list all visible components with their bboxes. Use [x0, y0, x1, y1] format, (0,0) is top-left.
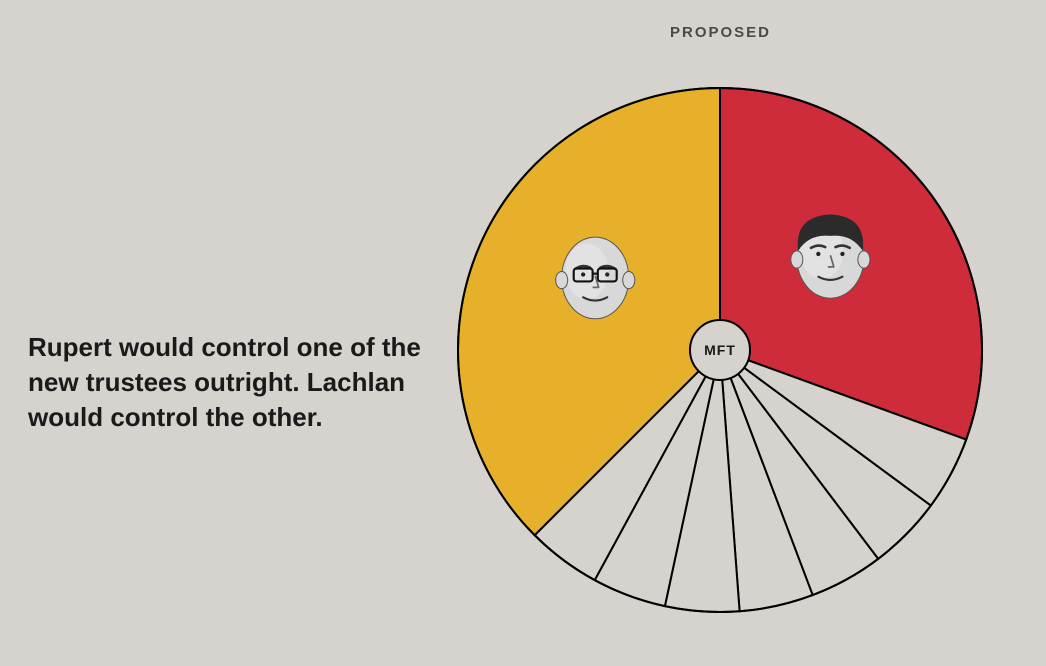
pie-chart: MFT	[454, 84, 986, 621]
header-label: PROPOSED	[670, 24, 770, 41]
center-hub-label: MFT	[704, 342, 736, 358]
pie-chart-svg: MFT	[454, 84, 986, 616]
chart-caption: Rupert would control one of the new trus…	[28, 330, 428, 435]
